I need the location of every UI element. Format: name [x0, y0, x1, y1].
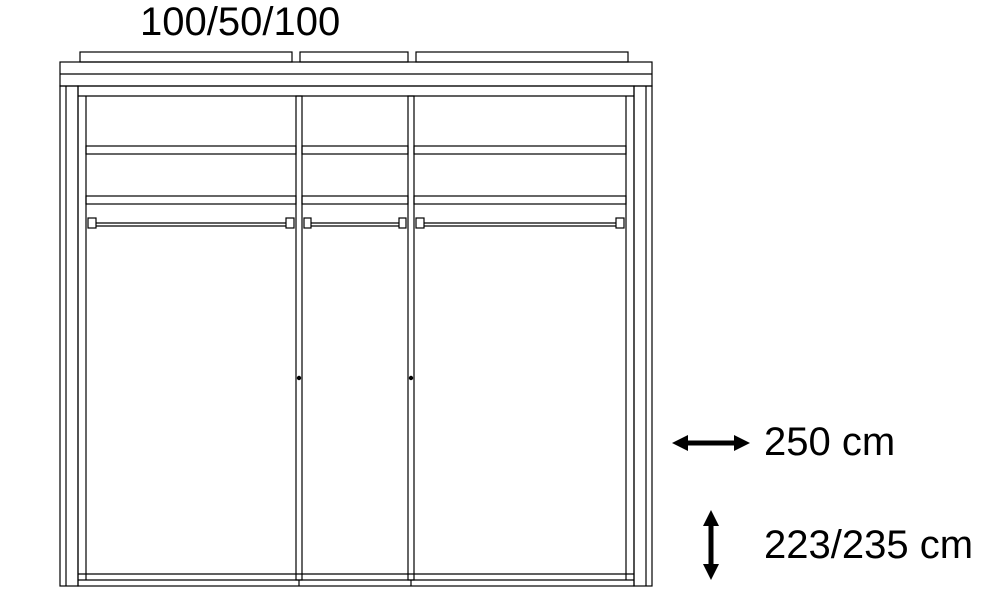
plinth: [78, 574, 634, 586]
top-cap: [60, 52, 652, 86]
wardrobe-drawing: [52, 18, 692, 603]
rods: [88, 218, 624, 228]
height-arrow-icon: [672, 510, 750, 580]
body-frame: [78, 86, 634, 586]
width-dimension: 250 cm: [672, 420, 895, 465]
side-pillars: [60, 86, 652, 586]
height-value: 223/235 cm: [764, 523, 973, 568]
width-arrow-icon: [672, 428, 750, 458]
diagram-canvas: 100/50/100: [0, 0, 1000, 603]
fixing-dots: [297, 376, 413, 380]
dividers: [86, 96, 626, 580]
width-value: 250 cm: [764, 420, 895, 465]
height-dimension: 223/235 cm: [672, 510, 973, 580]
shelves: [86, 146, 626, 204]
